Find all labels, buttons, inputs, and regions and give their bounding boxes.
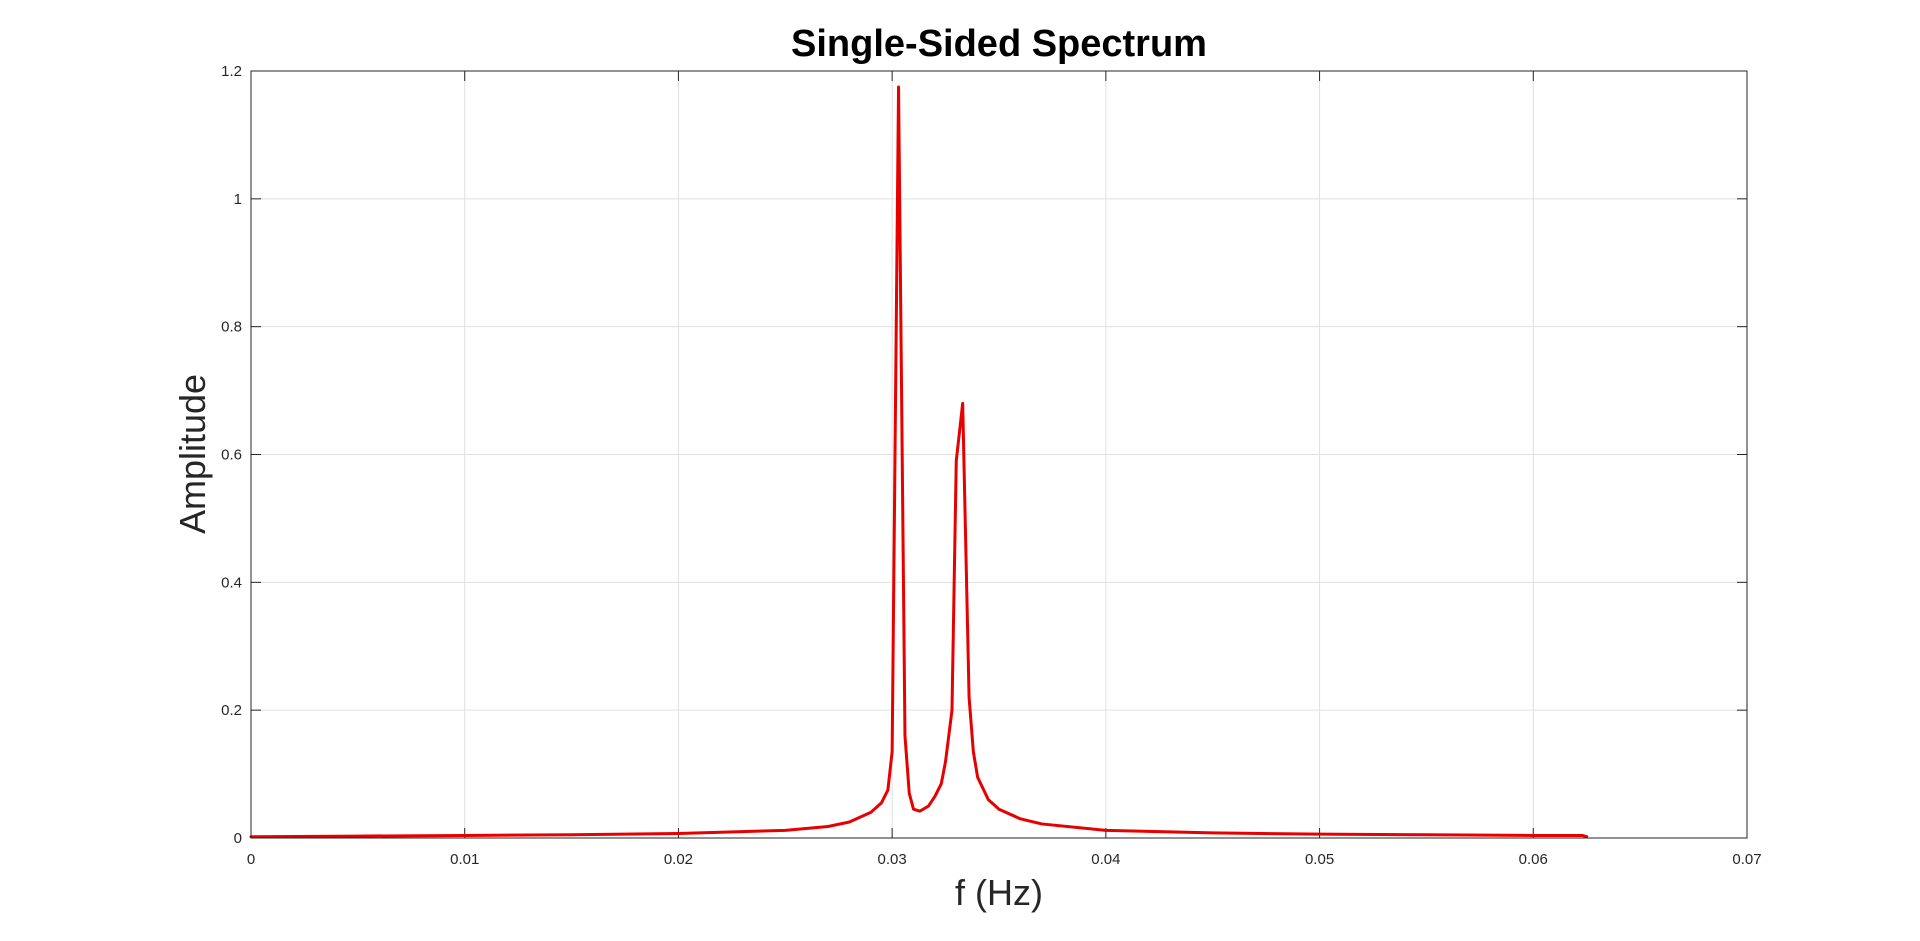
- x-tick-label: 0.03: [878, 851, 907, 868]
- plot-box: [250, 70, 1748, 839]
- grid-lines: [251, 71, 1747, 838]
- x-tick-label: 0.05: [1305, 851, 1334, 868]
- x-axis-label: f (Hz): [955, 872, 1043, 913]
- x-tick-label: 0.04: [1091, 851, 1120, 868]
- y-tick-label: 1: [234, 191, 242, 208]
- series-layer: [249, 85, 1589, 839]
- x-tick-label: 0.06: [1519, 851, 1548, 868]
- y-tick-label: 0: [234, 830, 242, 847]
- y-tick-label: 0.4: [221, 574, 242, 591]
- y-tick-label: 0.6: [221, 447, 242, 464]
- chart-title: Single-Sided Spectrum: [791, 23, 1207, 65]
- x-tick-label: 0.07: [1732, 851, 1761, 868]
- spectrum-series-line: [249, 85, 1589, 839]
- y-tick-label: 0.2: [221, 702, 242, 719]
- x-tick-labels: 0 0.01 0.02 0.03 0.04 0.05 0.06 0.07: [247, 851, 1762, 868]
- x-tick-label: 0: [247, 851, 255, 868]
- y-tick-label: 1.2: [221, 63, 242, 80]
- y-axis-label: Amplitude: [172, 374, 213, 534]
- y-tick-labels: 0 0.2 0.4 0.6 0.8 1 1.2: [221, 63, 242, 847]
- y-tick-label: 0.8: [221, 319, 242, 336]
- x-tick-label: 0.02: [664, 851, 693, 868]
- x-tick-label: 0.01: [450, 851, 479, 868]
